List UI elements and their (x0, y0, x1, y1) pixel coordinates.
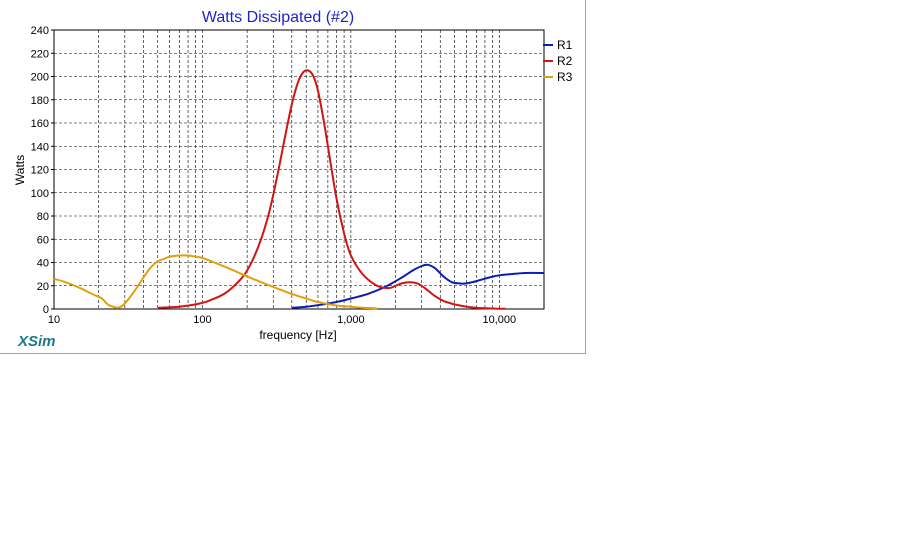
series-line-r3 (53, 254, 378, 310)
chart-panel: Watts Dissipated (#2) 0 20 40 60 80 100 120 140… (0, 0, 586, 354)
x-tick-label: 10,000 (482, 314, 516, 326)
y-tick-label: 140 (31, 141, 49, 153)
xsim-logo: XSim (17, 333, 56, 350)
chart: Watts Dissipated (#2) 0 20 40 60 80 100 120 140… (13, 9, 573, 350)
x-axis-ticks: 10 100 1,000 10,000 (48, 314, 516, 326)
series-line-r1 (291, 263, 545, 309)
y-tick-label: 200 (31, 72, 49, 84)
legend: R1 R2 R3 (543, 38, 573, 84)
legend-label-r3: R3 (557, 70, 573, 84)
legend-label-r2: R2 (557, 54, 573, 68)
grid (54, 30, 544, 309)
x-tick-label: 100 (193, 314, 211, 326)
x-tick-label: 10 (48, 314, 60, 326)
y-axis-ticks: 0 20 40 60 80 100 120 140 160 180 200 220 240 (31, 25, 54, 316)
x-tick-label: 1,000 (337, 314, 365, 326)
y-tick-label: 60 (37, 234, 49, 246)
y-tick-label: 20 (37, 281, 49, 293)
chart-title: Watts Dissipated (#2) (202, 9, 354, 26)
series-group (53, 69, 545, 310)
y-tick-label: 240 (31, 25, 49, 37)
series-line-r2 (157, 69, 506, 310)
x-axis-label: frequency [Hz] (259, 328, 336, 342)
y-tick-label: 160 (31, 118, 49, 130)
y-tick-label: 40 (37, 258, 49, 270)
y-tick-label: 180 (31, 95, 49, 107)
y-tick-label: 100 (31, 188, 49, 200)
y-axis-label: Watts (13, 155, 27, 185)
y-tick-label: 220 (31, 48, 49, 60)
legend-label-r1: R1 (557, 38, 573, 52)
y-tick-label: 120 (31, 165, 49, 177)
y-tick-label: 80 (37, 211, 49, 223)
y-tick-label: 0 (43, 304, 49, 316)
